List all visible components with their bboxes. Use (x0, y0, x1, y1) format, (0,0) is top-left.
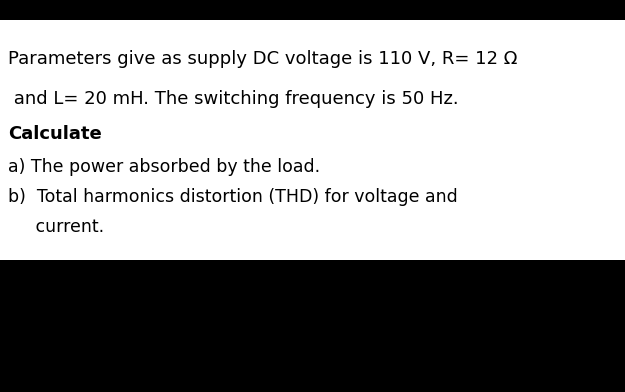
Text: and L= 20 mH. The switching frequency is 50 Hz.: and L= 20 mH. The switching frequency is… (8, 90, 459, 108)
Text: b)  Total harmonics distortion (THD) for voltage and: b) Total harmonics distortion (THD) for … (8, 188, 458, 206)
Text: a) The power absorbed by the load.: a) The power absorbed by the load. (8, 158, 320, 176)
Text: Parameters give as supply DC voltage is 110 V, R= 12 Ω: Parameters give as supply DC voltage is … (8, 50, 518, 68)
Text: current.: current. (8, 218, 104, 236)
Text: Calculate: Calculate (8, 125, 102, 143)
